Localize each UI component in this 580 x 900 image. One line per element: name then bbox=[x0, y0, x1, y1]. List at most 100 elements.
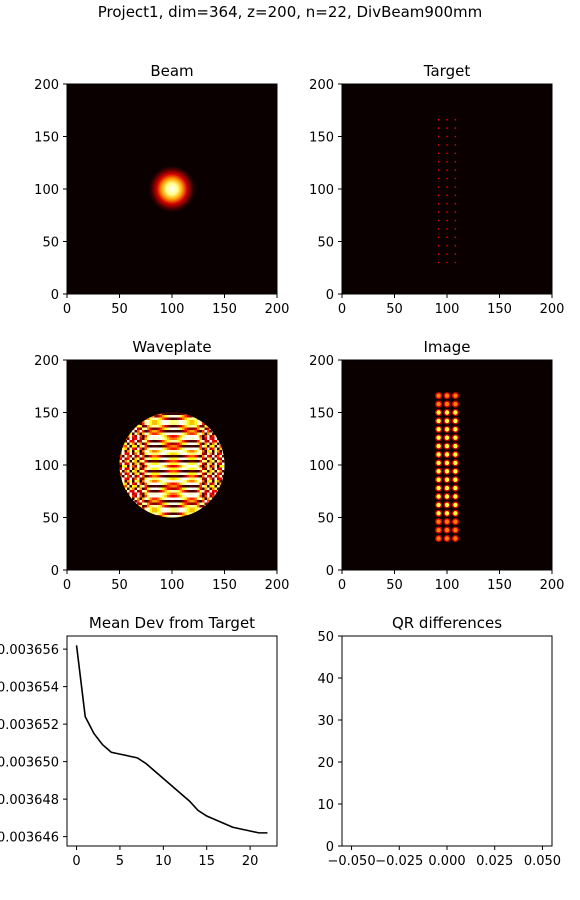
target-spot bbox=[446, 118, 448, 121]
waveplate-xtick-label: 150 bbox=[212, 578, 237, 593]
target-spot bbox=[446, 135, 448, 138]
target-spot bbox=[437, 144, 440, 146]
target-xtick-label: 100 bbox=[435, 302, 460, 317]
image-spot bbox=[444, 435, 450, 440]
image-spot bbox=[453, 443, 458, 449]
target-spot bbox=[437, 228, 440, 230]
target-spot bbox=[437, 219, 440, 222]
target-spot bbox=[454, 118, 457, 121]
target-spot bbox=[437, 253, 440, 255]
image-spot bbox=[453, 485, 458, 491]
image-ytick-label: 0 bbox=[326, 564, 334, 579]
target-spot bbox=[446, 236, 448, 239]
target-spot bbox=[454, 127, 457, 129]
target-spot bbox=[454, 152, 457, 155]
image-spot bbox=[453, 494, 458, 499]
image-xtick-label: 200 bbox=[540, 578, 565, 593]
image-spot bbox=[436, 494, 441, 499]
meandev-xtick-label: 0 bbox=[72, 854, 80, 869]
target-spot bbox=[454, 135, 457, 138]
qr-ytick-label: 10 bbox=[317, 798, 334, 813]
target-spot bbox=[437, 152, 440, 155]
beam-ytick-label: 150 bbox=[34, 131, 59, 146]
target-xtick-label: 0 bbox=[338, 302, 346, 317]
meandev-xtick-label: 5 bbox=[116, 854, 124, 869]
image-spot bbox=[436, 443, 441, 449]
target-spot bbox=[454, 228, 457, 230]
image-ytick-label: 100 bbox=[309, 459, 334, 474]
image-spot bbox=[444, 527, 450, 533]
meandev-title: Mean Dev from Target bbox=[89, 614, 255, 632]
target-xtick-label: 50 bbox=[386, 302, 403, 317]
image-spot bbox=[453, 519, 458, 524]
target-spot bbox=[437, 118, 440, 121]
image-spot bbox=[436, 527, 441, 533]
image-xtick-label: 0 bbox=[338, 578, 346, 593]
image-spot bbox=[444, 410, 450, 415]
target-spot bbox=[437, 194, 440, 197]
image-spot bbox=[436, 469, 441, 474]
target-spot bbox=[454, 244, 457, 247]
target-spot bbox=[437, 202, 440, 205]
image-spot-grid bbox=[435, 392, 459, 543]
target-spot bbox=[446, 211, 448, 213]
target-panel: 0 50 100 150 200 0 50 100 150 200 Target bbox=[309, 62, 564, 317]
waveplate-panel: 0 50 100 150 200 0 50 100 150 200 Waveplate bbox=[34, 338, 289, 593]
image-spot bbox=[436, 393, 441, 398]
target-spot bbox=[454, 261, 457, 264]
image-spot bbox=[453, 427, 458, 432]
beam-ytick-label: 0 bbox=[51, 288, 59, 303]
image-spot bbox=[453, 527, 458, 533]
beam-xtick-label: 0 bbox=[63, 302, 71, 317]
beam-xtick-label: 150 bbox=[212, 302, 237, 317]
image-spot bbox=[436, 452, 441, 457]
waveplate-ytick-label: 50 bbox=[42, 512, 59, 527]
image-spot bbox=[444, 477, 450, 482]
meandev-panel: 0 5 10 15 20 0.003656 0.003654 0.003652 0.003650… bbox=[0, 614, 278, 869]
beam-xtick-label: 100 bbox=[160, 302, 185, 317]
target-xtick-label: 150 bbox=[487, 302, 512, 317]
image-spot bbox=[444, 502, 450, 508]
target-spot bbox=[454, 144, 457, 146]
target-spot bbox=[454, 160, 457, 163]
target-spot bbox=[454, 236, 457, 239]
image-spot bbox=[444, 427, 450, 432]
image-spot bbox=[444, 443, 450, 449]
image-spot bbox=[453, 469, 458, 474]
image-xtick-label: 50 bbox=[386, 578, 403, 593]
target-spot bbox=[437, 236, 440, 239]
image-ytick-label: 150 bbox=[309, 407, 334, 422]
image-spot bbox=[444, 536, 450, 541]
waveplate-ytick-label: 100 bbox=[34, 459, 59, 474]
target-spot bbox=[454, 186, 457, 188]
image-spot bbox=[444, 460, 450, 466]
image-spot bbox=[453, 401, 458, 407]
target-spot bbox=[437, 186, 440, 188]
image-spot bbox=[436, 477, 441, 482]
target-spot bbox=[454, 253, 457, 255]
image-spot bbox=[444, 401, 450, 407]
target-spot bbox=[454, 202, 457, 205]
target-spot bbox=[446, 152, 448, 155]
image-spot bbox=[453, 536, 458, 541]
target-spot bbox=[446, 177, 448, 180]
image-spot bbox=[453, 435, 458, 440]
target-spot bbox=[446, 169, 448, 171]
target-spot bbox=[446, 160, 448, 163]
target-spot bbox=[454, 194, 457, 197]
figure-suptitle: Project1, dim=364, z=200, n=22, DivBeam9… bbox=[98, 3, 483, 21]
image-spot bbox=[453, 418, 458, 424]
image-spot bbox=[453, 511, 458, 516]
target-spot bbox=[446, 144, 448, 146]
qr-plot-area bbox=[342, 636, 552, 846]
target-spot bbox=[437, 244, 440, 247]
meandev-ytick-label: 0.003654 bbox=[0, 681, 59, 696]
target-ytick-label: 200 bbox=[309, 78, 334, 93]
target-title: Target bbox=[423, 62, 471, 80]
beam-panel: 0 50 100 150 200 0 50 100 150 200 Beam bbox=[34, 62, 289, 317]
target-spot bbox=[437, 177, 440, 180]
qr-ytick-label: 20 bbox=[317, 756, 334, 771]
image-spot bbox=[444, 511, 450, 516]
target-spot bbox=[437, 127, 440, 129]
